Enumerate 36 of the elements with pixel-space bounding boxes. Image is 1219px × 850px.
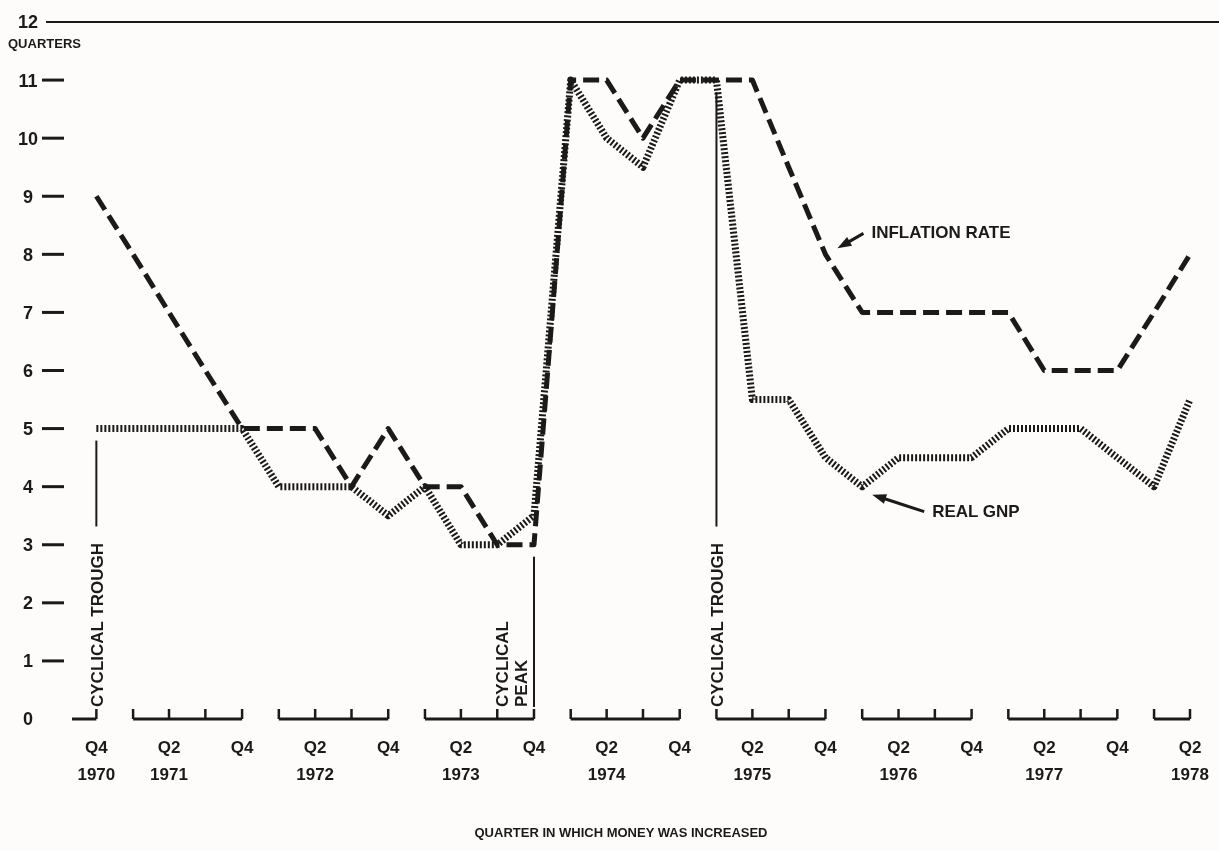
x-tick-label: Q4: [960, 738, 984, 757]
x-axis-title: QUARTER IN WHICH MONEY WAS INCREASED: [474, 825, 768, 840]
x-tick-label: Q2 1975: [733, 738, 772, 784]
y-tick-label: 7: [22, 302, 34, 323]
x-tick-label: Q4 1970: [77, 738, 116, 784]
y-tick-label: 12: [17, 12, 39, 33]
ref-line-label: CYCLICAL TROUGH: [88, 542, 108, 707]
x-tick-label: Q2 1977: [1025, 738, 1064, 784]
ref-line-label: CYCLICAL PEAK: [492, 621, 531, 707]
y-tick-label: 9: [22, 186, 34, 207]
y-tick-label: 2: [22, 593, 34, 614]
y-tick-label: 6: [22, 360, 34, 381]
legend-label: INFLATION RATE: [871, 223, 1011, 243]
x-tick-label: Q2 1976: [879, 738, 918, 784]
x-tick-label: Q4: [376, 738, 401, 757]
x-tick-label: Q4: [1105, 738, 1130, 757]
y-tick-label: 11: [18, 70, 38, 91]
ref-line-label: CYCLICAL TROUGH: [708, 542, 728, 707]
y-tick-label: 5: [22, 419, 34, 440]
x-tick-label: Q2 1974: [587, 738, 627, 784]
legend-label: REAL GNP: [932, 501, 1020, 521]
y-tick-label: 8: [22, 244, 34, 265]
y-tick-label: 0: [22, 709, 34, 730]
y-tick-label: 3: [22, 535, 34, 556]
x-tick-label: Q4: [230, 738, 254, 757]
y-tick-label: 10: [17, 128, 39, 149]
y-axis-title: QUARTERS: [8, 36, 82, 51]
x-tick-label: Q4: [814, 738, 838, 757]
x-tick-label: Q2 1971: [150, 738, 188, 784]
x-tick-label: Q4: [522, 738, 546, 757]
x-tick-label: Q2 1972: [296, 738, 335, 784]
x-tick-label: Q4: [668, 738, 692, 757]
x-tick-label: Q2 1973: [441, 738, 480, 784]
y-tick-label: 4: [22, 477, 34, 498]
x-tick-label: Q2 1978: [1171, 738, 1209, 784]
y-tick-label: 1: [22, 651, 34, 672]
